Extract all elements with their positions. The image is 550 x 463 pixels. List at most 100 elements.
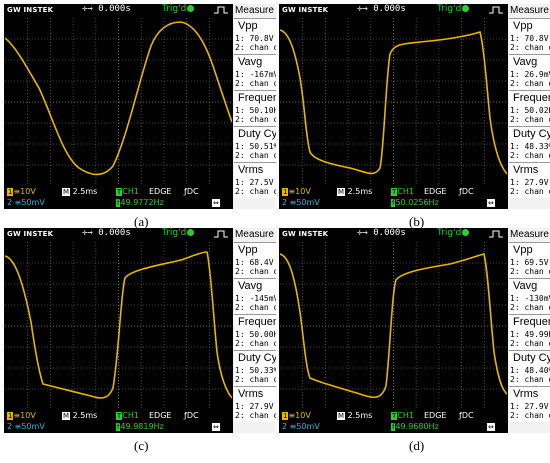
- measure-vrms[interactable]: Vrms 1: 27.9V 2: chan o: [234, 386, 276, 422]
- ch1-scale: 1≡10V: [282, 187, 311, 196]
- scope-footer: 1≡10V M 2.5ms TCH1 EDGE ƒDC 2 ≡50mV f49.…: [279, 410, 508, 433]
- time-offset: ✛→ 0.000s: [357, 4, 406, 14]
- measure-vrms[interactable]: Vrms 1: 27.5V 2: chan o: [234, 162, 276, 198]
- measure-panel: Measure Vpp 1: 70.8V 2: chan o Vavg 1: -167…: [233, 4, 276, 209]
- measure-title: Measure: [233, 4, 276, 18]
- scope-header: GW INSTEK ✛→ 0.000s Trig'd: [4, 228, 232, 242]
- scope-header: GW INSTEK ✛→ 0.000s Trig'd: [4, 4, 232, 18]
- measure-panel: Measure Vpp 1: 69.5V 2: chan o Vavg 1: -130…: [508, 228, 550, 433]
- waveform-plot: [280, 242, 507, 410]
- usb-icon: ⇔: [487, 423, 495, 431]
- scope-header: GW INSTEK ✛→ 0.000s Trig'd: [279, 228, 507, 242]
- coupling: ƒDC: [184, 187, 199, 196]
- trigger-status: Trig'd: [162, 4, 195, 14]
- scope-footer: 1≡10V M 2.5ms TCH1 EDGE ƒDC 2 ≡50mV f49.…: [4, 410, 233, 433]
- trigger-source: TCH1: [116, 411, 139, 420]
- trigger-edge: EDGE: [149, 187, 172, 196]
- time-offset: ✛→ 0.000s: [82, 4, 131, 14]
- trigger-status: Trig'd: [437, 228, 470, 238]
- usb-icon: ⇔: [487, 199, 495, 207]
- waveform-trace: [280, 29, 507, 175]
- measure-duty-cycle[interactable]: Duty Cycle1: 50.51%2: chan o: [234, 126, 276, 162]
- trigger-status: Trig'd: [437, 4, 470, 14]
- waveform-trace: [5, 21, 232, 176]
- measure-duty-cycle[interactable]: Duty Cycle1: 48.33%2: chan off: [509, 126, 550, 162]
- measure-panel: Measure Vpp 1: 68.4V 2: chan o Vavg 1: -145…: [233, 228, 276, 433]
- panel-caption: (c): [134, 438, 149, 453]
- frequency-readout: f49.9772Hz: [116, 198, 164, 207]
- trigger-source: TCH1: [391, 187, 414, 196]
- scope-panel-c: GW INSTEK ✛→ 0.000s Trig'd Measure Vpp 1:…: [4, 228, 276, 453]
- coupling: ƒDC: [459, 187, 474, 196]
- scope-footer: 1≡10V M 2.5ms TCH1 EDGE ƒDC 2 ≡50mV f49.…: [4, 186, 233, 209]
- measure-title: Measure: [233, 228, 276, 242]
- measure-frequency[interactable]: Frequen 1: 49.99H 2: chan o: [509, 314, 550, 350]
- pulse-icon: [214, 230, 228, 238]
- measure-vpp[interactable]: Vpp 1: 68.4V 2: chan o: [234, 242, 276, 278]
- ch2-scale: 2 ≡50mV: [7, 198, 45, 207]
- coupling: ƒDC: [459, 411, 474, 420]
- frequency-readout: f49.9819Hz: [116, 422, 164, 431]
- waveform-trace: [280, 253, 507, 399]
- scope-panel-d: GW INSTEK ✛→ 0.000s Trig'd Measure Vpp 1:…: [279, 228, 550, 453]
- time-offset: ✛→ 0.000s: [82, 228, 131, 238]
- measure-duty-cycle[interactable]: Duty Cyc1: 50.33%2: chan o: [234, 350, 276, 386]
- measure-frequency[interactable]: Frequency1: 50.02Hz2: chan off: [509, 90, 550, 126]
- waveform-plot: [5, 242, 232, 410]
- usb-icon: ⇔: [212, 423, 220, 431]
- ch2-scale: 2 ≡50mV: [282, 422, 320, 431]
- scope-panel-a: GW INSTEK ✛→ 0.000s Trig'd Measure Vpp 1:…: [4, 4, 276, 229]
- scope-footer: 1≡10V M 2.5ms TCH1 EDGE ƒDC 2 ≡50mV f50.…: [279, 186, 508, 209]
- trigger-source: TCH1: [391, 411, 414, 420]
- measure-title: Measure: [508, 4, 550, 18]
- timebase: M 2.5ms: [62, 411, 98, 420]
- waveform-plot: [5, 18, 232, 186]
- ch1-scale: 1≡10V: [282, 411, 311, 420]
- trigger-source: TCH1: [116, 187, 139, 196]
- measure-vavg[interactable]: Vavg 1: -145mV 2: chan o: [234, 278, 276, 314]
- trigger-edge: EDGE: [424, 187, 447, 196]
- waveform-plot: [280, 18, 507, 186]
- frequency-readout: f50.0256Hz: [391, 198, 439, 207]
- coupling: ƒDC: [184, 411, 199, 420]
- ch2-scale: 2 ≡50mV: [282, 198, 320, 207]
- brand-label: GW INSTEK: [282, 230, 329, 238]
- measure-vpp[interactable]: Vpp 1: 69.5V 2: chan o: [509, 242, 550, 278]
- brand-label: GW INSTEK: [282, 6, 329, 14]
- measure-vavg[interactable]: Vavg 1: -167mV 2: chan o: [234, 54, 276, 90]
- frequency-readout: f49.9680Hz: [391, 422, 439, 431]
- scope-header: GW INSTEK ✛→ 0.000s Trig'd: [279, 4, 507, 18]
- time-offset: ✛→ 0.000s: [357, 228, 406, 238]
- usb-icon: ⇔: [212, 199, 220, 207]
- waveform-trace: [5, 251, 232, 399]
- brand-label: GW INSTEK: [7, 6, 54, 14]
- trigger-status: Trig'd: [162, 228, 195, 238]
- trigger-edge: EDGE: [149, 411, 172, 420]
- ch1-scale: 1≡10V: [7, 411, 36, 420]
- timebase: M 2.5ms: [337, 187, 373, 196]
- panel-caption: (b): [409, 214, 425, 229]
- ch1-scale: 1≡10V: [7, 187, 36, 196]
- panel-caption: (a): [134, 214, 149, 229]
- measure-vrms[interactable]: Vrms 1: 27.9V 2: chan o: [509, 386, 550, 422]
- measure-vavg[interactable]: Vavg 1: -130mV 2: chan o: [509, 278, 550, 314]
- pulse-icon: [489, 6, 503, 14]
- ch2-scale: 2 ≡50mV: [7, 422, 45, 431]
- pulse-icon: [489, 230, 503, 238]
- scope-panel-b: GW INSTEK ✛→ 0.000s Trig'd Measure Vpp 1:…: [279, 4, 550, 229]
- measure-title: Measure: [508, 228, 550, 242]
- pulse-icon: [214, 6, 228, 14]
- brand-label: GW INSTEK: [7, 230, 54, 238]
- trigger-edge: EDGE: [424, 411, 447, 420]
- measure-frequency[interactable]: Frequen 1: 50.00H 2: chan o: [234, 314, 276, 350]
- measure-duty-cycle[interactable]: Duty Cyc1: 48.40%2: chan o: [509, 350, 550, 386]
- timebase: M 2.5ms: [337, 411, 373, 420]
- panel-caption: (d): [409, 438, 425, 453]
- timebase: M 2.5ms: [62, 187, 98, 196]
- measure-vpp[interactable]: Vpp 1: 70.8V 2: chan o: [234, 18, 276, 54]
